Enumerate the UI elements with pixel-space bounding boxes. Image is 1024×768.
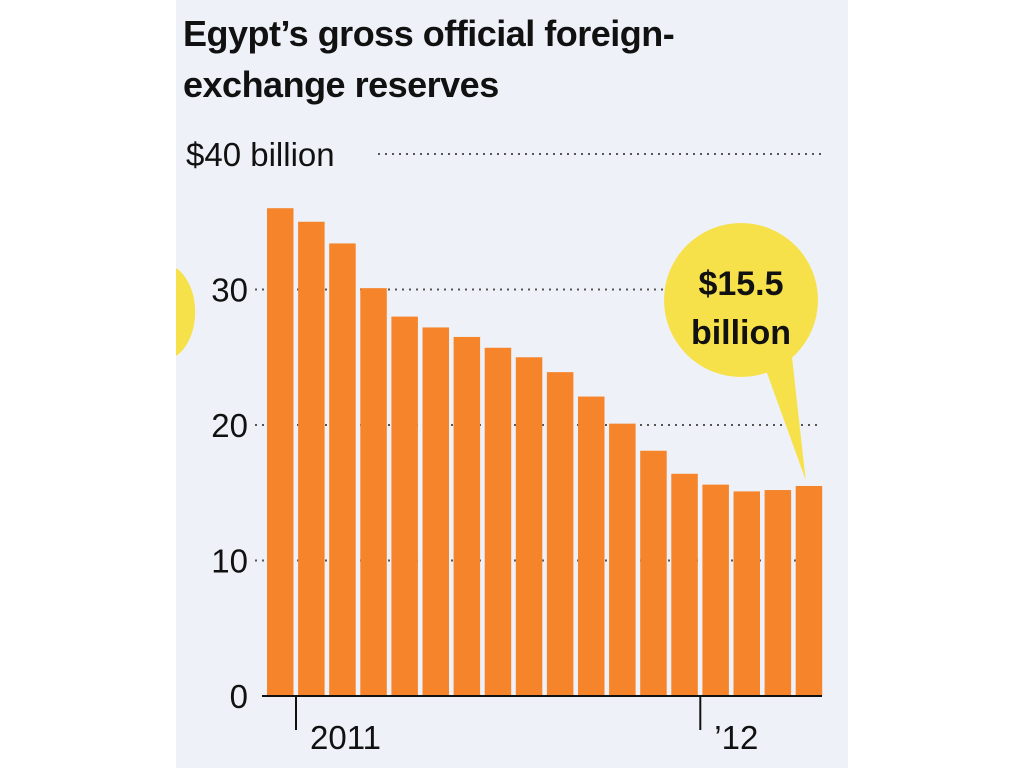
- bar: [329, 243, 356, 696]
- bar: [267, 208, 294, 696]
- y-tick-label: 0: [230, 678, 248, 715]
- y-tick-label: 20: [211, 407, 248, 444]
- bar: [391, 316, 418, 696]
- y-tick-label: $40 billion: [186, 136, 335, 173]
- x-tick-label: ’12: [714, 719, 758, 756]
- y-tick-label: 30: [211, 272, 248, 309]
- bar: [298, 221, 325, 696]
- offscreen-bubble-fragment: [176, 268, 196, 356]
- bar: [795, 485, 823, 696]
- bar: [640, 450, 667, 696]
- callout-value: $15.5: [698, 265, 783, 303]
- callout-unit: billion: [691, 314, 791, 352]
- bar: [671, 473, 698, 696]
- bar: [733, 491, 760, 696]
- x-tick-label: 2011: [310, 719, 381, 756]
- bar: [422, 327, 449, 696]
- chart-title: Egypt’s gross official foreign-exchange …: [183, 13, 675, 105]
- bar: [484, 347, 512, 696]
- bar: [609, 423, 636, 696]
- y-tick-label: 10: [211, 543, 248, 580]
- bar: [453, 336, 481, 696]
- bar: [764, 490, 792, 696]
- bar: [360, 288, 387, 696]
- bar: [702, 484, 729, 696]
- callout-pointer: [763, 348, 806, 480]
- bar: [546, 372, 574, 696]
- bar: [515, 357, 543, 696]
- callout-bubble: [664, 223, 818, 377]
- bar: [578, 396, 605, 696]
